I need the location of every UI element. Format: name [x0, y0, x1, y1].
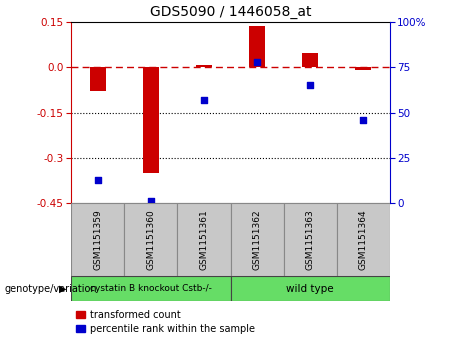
Bar — [90, 67, 106, 91]
Text: GSM1151363: GSM1151363 — [306, 209, 314, 270]
Text: GSM1151361: GSM1151361 — [200, 209, 208, 270]
Bar — [124, 203, 177, 276]
Text: GSM1151359: GSM1151359 — [94, 209, 102, 270]
Text: wild type: wild type — [286, 284, 334, 294]
Bar — [71, 276, 230, 301]
Bar — [196, 65, 212, 67]
Point — [359, 117, 366, 123]
Point — [254, 59, 261, 65]
Text: cystatin B knockout Cstb-/-: cystatin B knockout Cstb-/- — [90, 284, 212, 293]
Bar — [284, 203, 337, 276]
Bar — [177, 203, 230, 276]
Text: GSM1151364: GSM1151364 — [359, 209, 367, 270]
Bar — [143, 67, 159, 173]
Point — [306, 82, 313, 88]
Text: GSM1151362: GSM1151362 — [253, 209, 261, 270]
Point — [200, 97, 207, 103]
Bar — [355, 67, 371, 70]
Point — [148, 199, 155, 204]
Title: GDS5090 / 1446058_at: GDS5090 / 1446058_at — [150, 5, 311, 19]
Text: GSM1151360: GSM1151360 — [147, 209, 155, 270]
Text: genotype/variation: genotype/variation — [5, 284, 97, 294]
Point — [94, 177, 101, 183]
Text: ▶: ▶ — [59, 284, 67, 294]
Legend: transformed count, percentile rank within the sample: transformed count, percentile rank withi… — [77, 310, 255, 334]
Bar — [71, 203, 124, 276]
Bar — [302, 53, 318, 67]
Bar — [230, 203, 284, 276]
Bar — [249, 26, 265, 67]
Bar — [337, 203, 390, 276]
Bar — [230, 276, 390, 301]
